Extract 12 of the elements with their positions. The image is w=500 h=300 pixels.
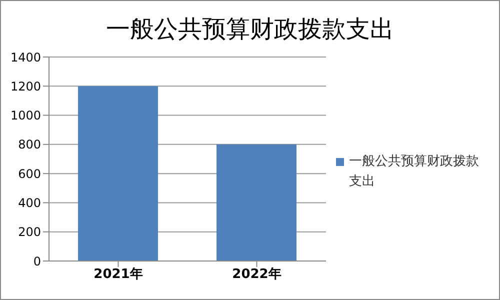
y-tick-label: 1200	[10, 79, 41, 94]
y-tick-label: 600	[18, 166, 41, 181]
legend-label: 一般公共预算财政拨款支出	[349, 153, 480, 191]
y-tick-label: 1000	[10, 108, 41, 123]
x-tick-label: 2021年	[94, 267, 143, 282]
y-tick-label: 200	[18, 225, 41, 240]
y-tick-label: 1400	[10, 50, 41, 64]
y-tick-label: 800	[18, 138, 41, 152]
y-tick-label: 0	[33, 254, 41, 268]
x-tick-label: 2022年	[232, 267, 282, 282]
y-tick-label: 400	[18, 196, 41, 210]
chart-title: 一般公共预算财政拨款支出	[105, 14, 395, 45]
